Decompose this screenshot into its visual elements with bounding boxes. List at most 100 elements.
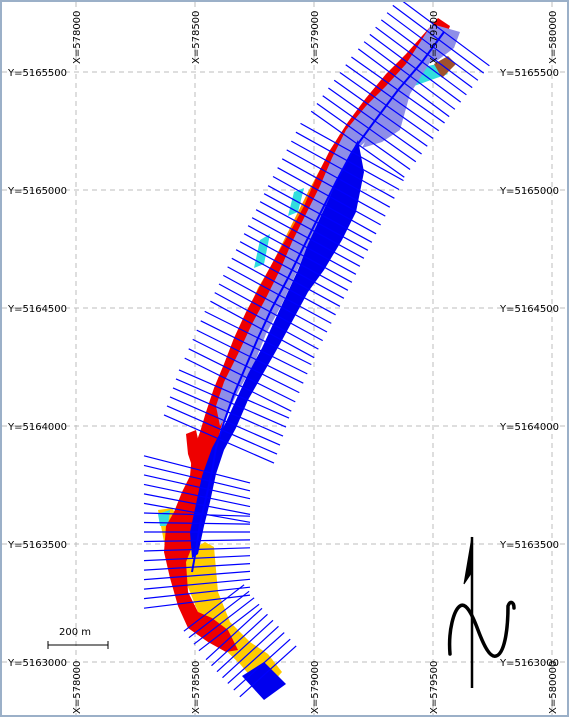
cross-section-line bbox=[163, 414, 275, 464]
cross-section-line bbox=[231, 257, 336, 316]
cross-section-line bbox=[363, 41, 456, 110]
red-zone bbox=[186, 430, 202, 472]
cross-section-line bbox=[345, 64, 440, 132]
cross-section-line bbox=[214, 292, 319, 350]
cross-section-line bbox=[243, 233, 349, 291]
x-label-bottom: X=578500 bbox=[191, 661, 202, 714]
cross-section-line bbox=[216, 619, 274, 673]
x-label-top: X=578000 bbox=[72, 11, 83, 64]
x-label-bottom: X=580000 bbox=[548, 661, 559, 714]
cross-section-line bbox=[188, 348, 296, 403]
cross-section-line bbox=[211, 613, 268, 667]
x-label-top: X=579000 bbox=[310, 11, 321, 64]
cross-section-line bbox=[143, 521, 251, 525]
cross-section-line bbox=[281, 158, 386, 217]
cross-section-line bbox=[198, 603, 260, 652]
x-label-top: X=578500 bbox=[191, 11, 202, 64]
cross-section-line bbox=[143, 483, 251, 508]
x-label-bottom: X=579500 bbox=[429, 661, 440, 714]
scale-bar-label: 200 m bbox=[59, 627, 91, 638]
y-label-right: Y=5164500 bbox=[499, 304, 559, 315]
cross-section-line bbox=[402, 2, 490, 67]
y-label-left: Y=5165000 bbox=[7, 186, 67, 197]
x-label-top: X=580000 bbox=[548, 11, 559, 64]
cross-section-line bbox=[251, 217, 357, 275]
cross-section-line bbox=[143, 586, 251, 600]
cross-section-line bbox=[272, 175, 377, 235]
cross-section-line bbox=[227, 632, 285, 684]
cross-section-line bbox=[192, 338, 300, 394]
cross-section-line bbox=[235, 249, 341, 307]
y-label-left: Y=5165500 bbox=[7, 68, 67, 79]
x-label-bottom: X=578000 bbox=[72, 661, 83, 714]
cross-section-line bbox=[300, 122, 404, 182]
y-label-left: Y=5164500 bbox=[7, 304, 67, 315]
cross-section-line bbox=[205, 607, 263, 661]
cross-section-line bbox=[247, 225, 353, 283]
cross-section-line bbox=[222, 625, 279, 679]
cross-section-line bbox=[392, 4, 485, 74]
cross-section-line bbox=[143, 539, 251, 543]
cross-section-line bbox=[286, 149, 391, 208]
cross-section-line bbox=[169, 396, 281, 446]
river-zones bbox=[158, 18, 460, 700]
thalweg-line bbox=[191, 31, 445, 573]
cross-section-line bbox=[143, 578, 251, 590]
y-label-left: Y=5163500 bbox=[7, 540, 67, 551]
cross-section-line bbox=[143, 502, 251, 523]
cross-section-line bbox=[328, 87, 422, 155]
cross-section-line bbox=[196, 329, 304, 384]
cross-section-line bbox=[166, 405, 278, 455]
y-label-right: Y=5165500 bbox=[499, 68, 559, 79]
deep-channel-zone bbox=[190, 140, 364, 558]
right-axis-labels: Y=5165500 Y=5165000 Y=5164500 Y=5164000 … bbox=[499, 68, 559, 669]
north-arrow-icon bbox=[447, 536, 516, 688]
cross-section-line bbox=[380, 19, 473, 89]
cross-section-line bbox=[333, 79, 428, 147]
cross-section-line bbox=[255, 209, 361, 267]
cross-section-line bbox=[227, 266, 332, 324]
cross-section-line bbox=[204, 310, 312, 366]
top-axis-labels: X=578000 X=578500 X=579000 X=579500 X=58… bbox=[72, 11, 559, 64]
cross-section-line bbox=[143, 570, 251, 581]
cross-section-line bbox=[375, 26, 467, 96]
y-label-left: Y=5163000 bbox=[7, 658, 67, 669]
cross-section-line bbox=[143, 563, 251, 571]
cross-section-line bbox=[291, 140, 395, 199]
cross-section-line bbox=[143, 474, 251, 500]
bottom-axis-labels: X=578000 X=578500 X=579000 X=579500 X=58… bbox=[72, 661, 559, 714]
cyan-zone bbox=[254, 234, 270, 268]
cross-section-line bbox=[193, 597, 255, 645]
cross-section-line bbox=[143, 464, 251, 492]
cross-section-line bbox=[200, 320, 308, 375]
left-axis-labels: Y=5165500 Y=5165000 Y=5164500 Y=5164000 … bbox=[7, 68, 67, 669]
cross-section-line bbox=[259, 201, 365, 259]
cross-section-line bbox=[339, 72, 434, 139]
cross-section-line bbox=[357, 48, 450, 118]
cross-section-line bbox=[172, 387, 284, 437]
cross-section-line bbox=[143, 493, 251, 515]
cross-section-line bbox=[143, 455, 251, 484]
cross-section-line bbox=[184, 357, 292, 412]
cross-section-line bbox=[351, 56, 445, 124]
cross-section-line bbox=[178, 369, 290, 419]
x-label-bottom: X=579000 bbox=[310, 661, 321, 714]
scale-bar: 200 m bbox=[47, 627, 109, 649]
cross-section-line bbox=[175, 378, 287, 428]
x-label-top: X=579500 bbox=[429, 11, 440, 64]
cross-section-line bbox=[310, 110, 405, 178]
cross-section-line bbox=[188, 590, 250, 639]
cross-section-line bbox=[143, 555, 251, 562]
cross-section-line bbox=[322, 95, 417, 163]
cross-section-line bbox=[277, 167, 381, 226]
cross-section-line bbox=[239, 241, 345, 299]
y-label-left: Y=5164000 bbox=[7, 422, 67, 433]
cross-section-line bbox=[239, 645, 297, 698]
cross-section-line bbox=[210, 300, 315, 359]
cross-section-line bbox=[233, 638, 291, 691]
cross-section-line bbox=[263, 193, 369, 251]
cross-section-line bbox=[183, 584, 245, 632]
cross-section-line bbox=[316, 103, 411, 170]
